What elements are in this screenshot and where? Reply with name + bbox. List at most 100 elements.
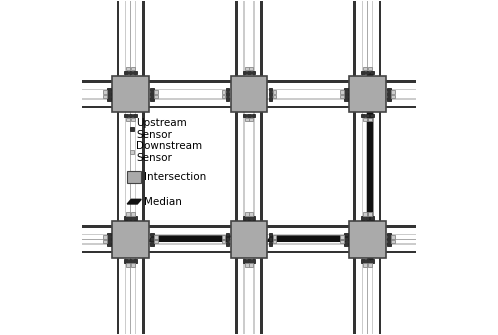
Bar [247,216,251,219]
Bar [82,80,416,108]
Bar [387,233,391,237]
Bar [260,1,263,334]
Bar [226,238,229,241]
Bar [107,97,111,100]
Bar [112,221,149,258]
Bar [366,259,369,263]
Bar [249,212,253,215]
Bar [226,233,229,237]
Bar [370,114,374,118]
Bar [364,118,367,122]
Bar [235,1,238,334]
Bar [107,92,111,96]
Polygon shape [127,199,141,204]
Text: Intersection: Intersection [144,172,206,182]
Bar [273,235,276,239]
Bar [249,263,253,267]
Bar [370,71,374,74]
Bar [154,90,158,94]
Bar [387,92,391,96]
Bar [245,118,249,122]
Bar [344,238,348,241]
Bar [244,1,245,334]
Polygon shape [368,72,373,261]
Bar [150,97,154,100]
Bar [126,67,130,70]
Bar [340,235,344,239]
Bar [131,212,134,215]
Bar [231,221,267,258]
Bar [243,114,246,118]
Bar [252,71,255,74]
Bar [391,90,395,94]
Bar [130,1,131,334]
Bar [117,1,119,334]
Bar [368,67,372,70]
Bar [129,71,132,74]
Bar [391,235,395,239]
Bar [247,114,251,118]
Bar [131,118,134,122]
Text: Downstream
Sensor: Downstream Sensor [136,141,202,162]
Bar [235,1,263,334]
Bar [142,1,144,334]
Bar [366,114,369,118]
Bar [107,88,111,91]
Bar [226,97,229,100]
Bar [245,212,249,215]
Bar [361,216,365,219]
Bar [82,251,416,253]
Bar [366,71,369,74]
Bar [103,240,107,243]
Bar [154,235,158,239]
Bar [129,216,132,219]
Bar [126,263,130,267]
Bar [124,114,128,118]
Bar [387,242,391,246]
Bar [368,118,372,122]
Bar [243,216,246,219]
Bar [269,88,272,91]
Bar [370,259,374,263]
Bar [222,235,225,239]
Bar [340,90,344,94]
Bar [103,90,107,94]
Bar [150,92,154,96]
Bar [243,259,246,263]
Bar [82,233,416,235]
Bar [387,97,391,100]
Bar [82,225,416,228]
Bar [368,263,372,267]
Bar [391,94,395,98]
Bar [391,240,395,243]
Bar [364,67,367,70]
Bar [344,97,348,100]
Bar [387,238,391,241]
Bar [361,259,365,263]
Bar [127,171,140,183]
Bar [133,259,137,263]
Bar [112,76,149,113]
Bar [222,240,225,243]
Bar [273,94,276,98]
Bar [154,240,158,243]
Bar [243,71,246,74]
Bar [273,90,276,94]
Bar [82,98,416,100]
Polygon shape [267,236,349,241]
Bar [226,92,229,96]
Bar [368,212,372,215]
Bar [364,212,367,215]
Bar [117,1,144,334]
Bar [150,88,154,91]
Bar [124,216,128,219]
Bar [131,263,134,267]
Bar [129,259,132,263]
Bar [344,233,348,237]
Bar [82,88,416,90]
Bar [344,242,348,246]
Bar [82,225,416,253]
Bar [133,71,137,74]
Bar [135,1,136,334]
Bar [107,238,111,241]
